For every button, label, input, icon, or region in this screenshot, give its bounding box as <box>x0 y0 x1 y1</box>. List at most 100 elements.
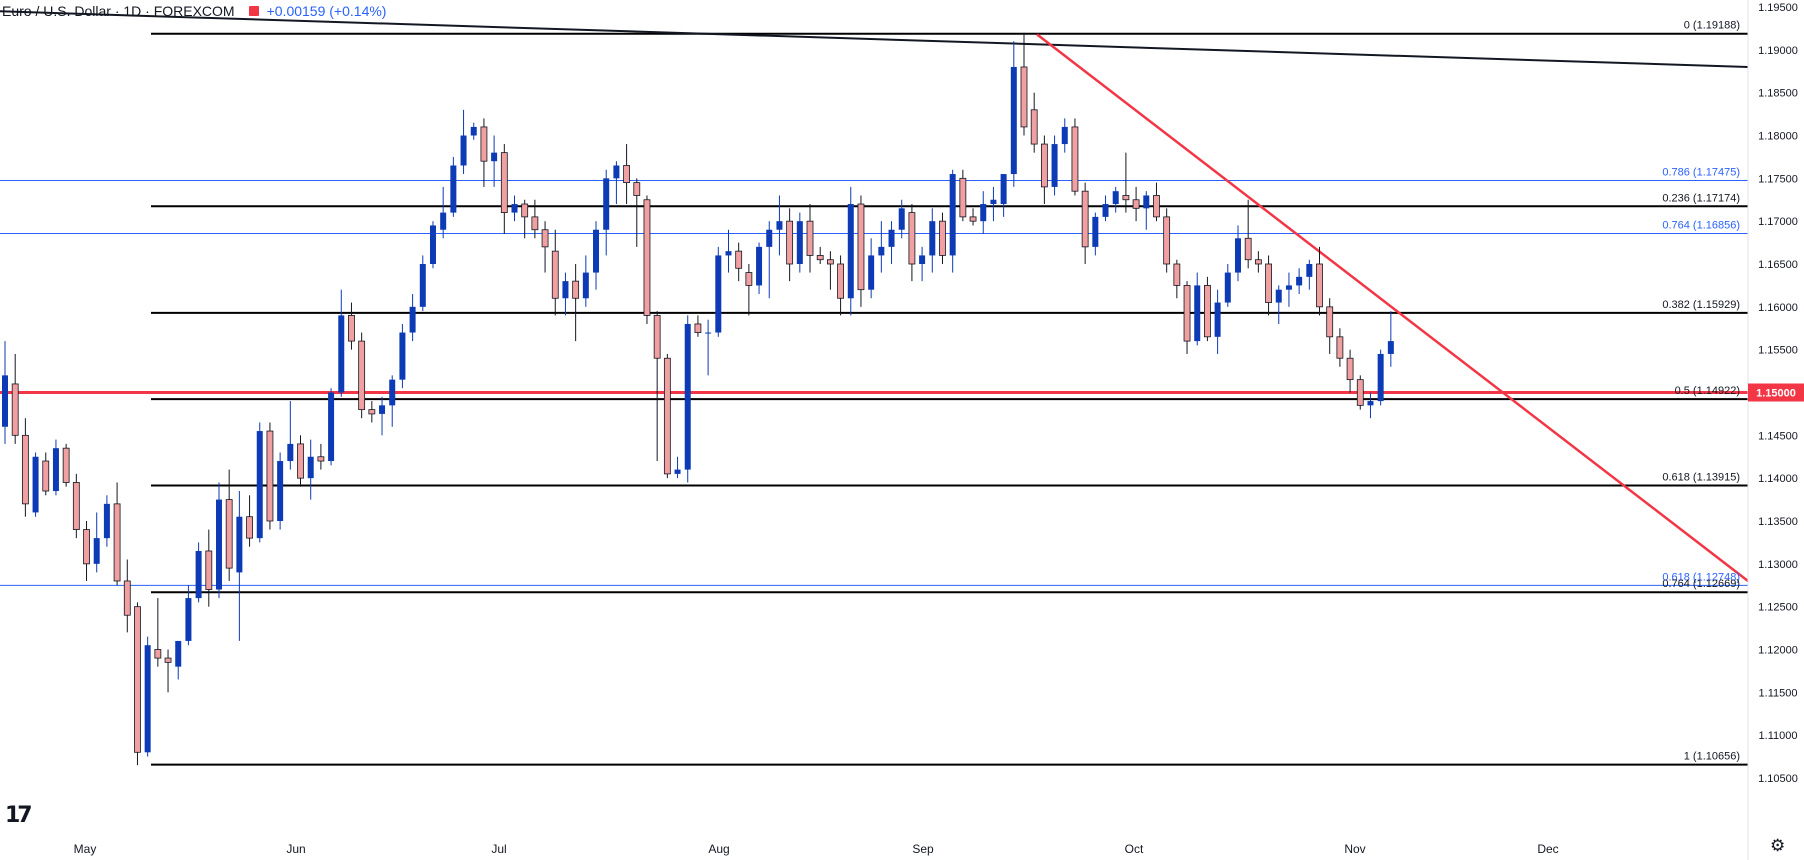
candle[interactable] <box>1030 92 1038 153</box>
candle[interactable] <box>919 246 926 282</box>
candle[interactable] <box>756 242 763 294</box>
candle[interactable] <box>277 452 284 530</box>
candle[interactable] <box>1326 298 1334 354</box>
candle[interactable] <box>816 246 824 264</box>
candle[interactable] <box>1336 328 1344 367</box>
candle[interactable] <box>745 264 753 316</box>
candle[interactable] <box>450 156 457 217</box>
candle[interactable] <box>990 186 997 222</box>
candle[interactable] <box>195 542 202 603</box>
candle[interactable] <box>1224 264 1231 307</box>
candle[interactable] <box>348 302 355 350</box>
candle[interactable] <box>1377 349 1384 406</box>
candle[interactable] <box>389 375 396 427</box>
candle[interactable] <box>1296 268 1303 294</box>
candle[interactable] <box>440 186 447 239</box>
long-term-trendline[interactable] <box>0 10 1749 68</box>
candle[interactable] <box>175 640 182 680</box>
candle[interactable] <box>653 311 661 462</box>
candle[interactable] <box>1234 225 1241 282</box>
candle[interactable] <box>246 495 253 547</box>
candle[interactable] <box>898 199 905 239</box>
candle[interactable] <box>857 195 865 307</box>
candle[interactable] <box>1204 276 1211 342</box>
candle[interactable] <box>878 221 885 273</box>
candle[interactable] <box>93 512 100 573</box>
candle[interactable] <box>1061 118 1068 153</box>
candle[interactable] <box>1081 182 1089 264</box>
candle[interactable] <box>511 195 518 222</box>
candle[interactable] <box>806 204 814 273</box>
candle[interactable] <box>379 396 386 436</box>
candle[interactable] <box>164 649 172 693</box>
candle[interactable] <box>603 169 610 256</box>
candle[interactable] <box>185 585 192 646</box>
candle[interactable] <box>11 353 19 444</box>
candle[interactable] <box>123 559 131 633</box>
candle[interactable] <box>83 521 90 581</box>
candle[interactable] <box>663 353 671 479</box>
candle[interactable] <box>868 238 875 299</box>
candle[interactable] <box>613 161 620 205</box>
candle[interactable] <box>1244 199 1252 269</box>
candle[interactable] <box>1122 152 1130 213</box>
candle[interactable] <box>1183 281 1191 354</box>
candle[interactable] <box>500 144 508 235</box>
candle[interactable] <box>551 229 559 316</box>
candle[interactable] <box>2 341 8 444</box>
candle[interactable] <box>593 221 600 290</box>
candle[interactable] <box>1285 272 1292 307</box>
candle[interactable] <box>1163 208 1171 273</box>
candle[interactable] <box>256 422 263 543</box>
candle[interactable] <box>715 246 722 337</box>
candle[interactable] <box>1173 259 1181 299</box>
candle[interactable] <box>1387 311 1394 367</box>
candle[interactable] <box>32 452 39 517</box>
candle[interactable] <box>358 332 366 419</box>
bearish-trendline[interactable] <box>1036 33 1749 582</box>
candle[interactable] <box>72 473 80 539</box>
candle[interactable] <box>429 221 436 269</box>
candle[interactable] <box>1000 174 1007 217</box>
candle[interactable] <box>949 169 956 273</box>
candle[interactable] <box>1051 135 1058 196</box>
candle[interactable] <box>969 208 977 226</box>
candle[interactable] <box>113 482 121 586</box>
candle[interactable] <box>1194 272 1201 346</box>
candle[interactable] <box>419 255 426 312</box>
candle[interactable] <box>1214 289 1221 354</box>
candle[interactable] <box>521 199 529 239</box>
symbol-title[interactable]: Euro / U.S. Dollar · 1D · FOREXCOM <box>2 3 235 19</box>
candle[interactable] <box>225 469 233 581</box>
candle[interactable] <box>837 255 844 316</box>
candle[interactable] <box>1102 195 1109 222</box>
candle[interactable] <box>1265 255 1272 316</box>
candle[interactable] <box>766 221 773 299</box>
candle[interactable] <box>908 204 916 282</box>
candle[interactable] <box>1367 392 1374 419</box>
candle[interactable] <box>328 388 335 466</box>
tradingview-logo-icon[interactable]: 17 <box>5 803 33 828</box>
candle[interactable] <box>796 212 803 273</box>
candle[interactable] <box>460 109 467 175</box>
candle[interactable] <box>236 491 243 641</box>
candle[interactable] <box>980 191 987 235</box>
candle[interactable] <box>531 199 539 239</box>
candle[interactable] <box>776 195 783 256</box>
candle[interactable] <box>134 602 141 766</box>
candle[interactable] <box>338 289 345 397</box>
candle[interactable] <box>297 435 304 487</box>
candle[interactable] <box>1316 246 1323 316</box>
candle[interactable] <box>52 439 59 496</box>
candle[interactable] <box>826 251 834 290</box>
candle[interactable] <box>643 195 651 324</box>
candle[interactable] <box>1040 135 1048 205</box>
candle[interactable] <box>1153 182 1160 222</box>
candle[interactable] <box>939 212 946 264</box>
candle[interactable] <box>572 264 580 342</box>
candle[interactable] <box>725 229 732 273</box>
candle[interactable] <box>623 144 630 205</box>
candle[interactable] <box>317 443 325 470</box>
candle[interactable] <box>705 319 712 376</box>
